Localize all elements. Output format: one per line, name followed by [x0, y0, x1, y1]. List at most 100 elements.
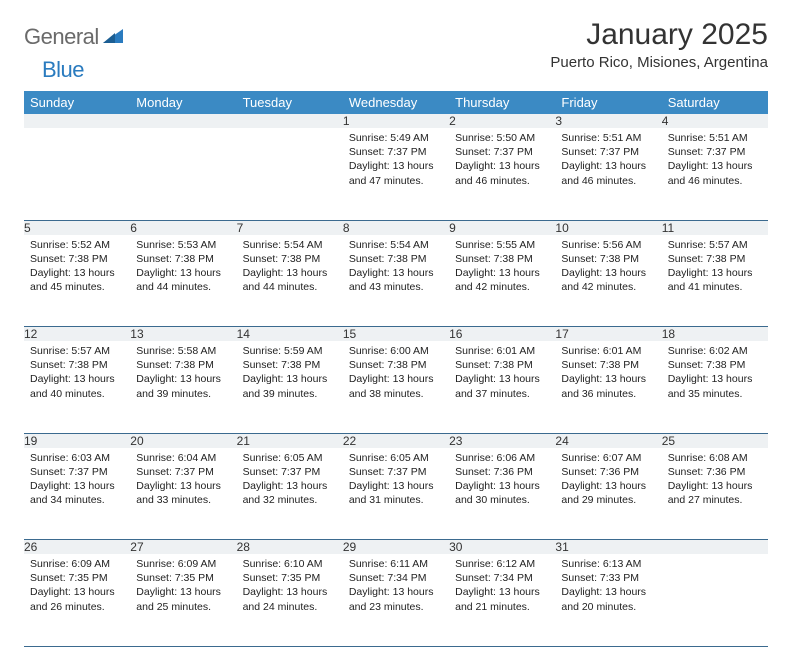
day-cell: Sunrise: 5:54 AMSunset: 7:38 PMDaylight:… — [237, 235, 343, 327]
day-info-line: Sunset: 7:38 PM — [668, 252, 762, 266]
day-info-line: Sunrise: 5:50 AM — [455, 131, 549, 145]
brand-logo: General — [24, 18, 109, 50]
calendar-header-row: Sunday Monday Tuesday Wednesday Thursday… — [24, 91, 768, 114]
day-info-line: Daylight: 13 hours and 29 minutes. — [561, 479, 655, 507]
day-info-line: Sunrise: 6:07 AM — [561, 451, 655, 465]
day-cell: Sunrise: 6:02 AMSunset: 7:38 PMDaylight:… — [662, 341, 768, 433]
day-content: Sunrise: 5:51 AMSunset: 7:37 PMDaylight:… — [555, 128, 661, 192]
day-info-line: Daylight: 13 hours and 23 minutes. — [349, 585, 443, 613]
day-info-line: Sunrise: 5:54 AM — [349, 238, 443, 252]
day-info-line: Daylight: 13 hours and 42 minutes. — [561, 266, 655, 294]
day-info-line: Daylight: 13 hours and 35 minutes. — [668, 372, 762, 400]
day-content: Sunrise: 5:59 AMSunset: 7:38 PMDaylight:… — [237, 341, 343, 405]
day-info-line: Sunrise: 6:06 AM — [455, 451, 549, 465]
day-info-line: Sunrise: 5:52 AM — [30, 238, 124, 252]
day-content: Sunrise: 6:09 AMSunset: 7:35 PMDaylight:… — [24, 554, 130, 618]
day-number-cell: 4 — [662, 114, 768, 128]
day-content: Sunrise: 6:00 AMSunset: 7:38 PMDaylight:… — [343, 341, 449, 405]
day-info-line: Sunset: 7:36 PM — [561, 465, 655, 479]
day-info-line: Sunrise: 5:59 AM — [243, 344, 337, 358]
day-info-line: Sunset: 7:38 PM — [455, 358, 549, 372]
day-info-line: Sunset: 7:38 PM — [136, 252, 230, 266]
day-info-line: Sunrise: 6:05 AM — [243, 451, 337, 465]
day-cell: Sunrise: 6:13 AMSunset: 7:33 PMDaylight:… — [555, 554, 661, 646]
day-info-line: Sunset: 7:35 PM — [243, 571, 337, 585]
day-info-line: Daylight: 13 hours and 25 minutes. — [136, 585, 230, 613]
location-text: Puerto Rico, Misiones, Argentina — [550, 54, 768, 71]
day-number-cell: 13 — [130, 327, 236, 342]
day-content-row: Sunrise: 6:09 AMSunset: 7:35 PMDaylight:… — [24, 554, 768, 646]
weekday-header: Monday — [130, 91, 236, 114]
day-cell: Sunrise: 6:05 AMSunset: 7:37 PMDaylight:… — [343, 448, 449, 540]
day-number-cell: 18 — [662, 327, 768, 342]
weekday-header: Friday — [555, 91, 661, 114]
day-content: Sunrise: 6:03 AMSunset: 7:37 PMDaylight:… — [24, 448, 130, 512]
day-content: Sunrise: 6:08 AMSunset: 7:36 PMDaylight:… — [662, 448, 768, 512]
brand-part2: Blue — [42, 57, 84, 83]
day-number-cell: 3 — [555, 114, 661, 128]
day-number-cell: 16 — [449, 327, 555, 342]
day-info-line: Sunrise: 6:01 AM — [455, 344, 549, 358]
day-info-line: Daylight: 13 hours and 46 minutes. — [668, 159, 762, 187]
day-info-line: Sunset: 7:38 PM — [455, 252, 549, 266]
day-number-cell: 26 — [24, 540, 130, 555]
day-content-row: Sunrise: 5:52 AMSunset: 7:38 PMDaylight:… — [24, 235, 768, 327]
calendar-page: General January 2025 Puerto Rico, Mision… — [0, 0, 792, 647]
day-info-line: Daylight: 13 hours and 31 minutes. — [349, 479, 443, 507]
day-cell: Sunrise: 5:51 AMSunset: 7:37 PMDaylight:… — [555, 128, 661, 220]
day-number-cell: 7 — [237, 220, 343, 235]
day-cell: Sunrise: 5:50 AMSunset: 7:37 PMDaylight:… — [449, 128, 555, 220]
weekday-header: Thursday — [449, 91, 555, 114]
day-number-row: 262728293031 — [24, 540, 768, 555]
day-number-cell: 28 — [237, 540, 343, 555]
calendar-table: Sunday Monday Tuesday Wednesday Thursday… — [24, 91, 768, 647]
day-cell: Sunrise: 5:52 AMSunset: 7:38 PMDaylight:… — [24, 235, 130, 327]
day-content-row: Sunrise: 5:57 AMSunset: 7:38 PMDaylight:… — [24, 341, 768, 433]
day-content: Sunrise: 6:12 AMSunset: 7:34 PMDaylight:… — [449, 554, 555, 618]
day-number-cell: 14 — [237, 327, 343, 342]
day-content: Sunrise: 6:01 AMSunset: 7:38 PMDaylight:… — [449, 341, 555, 405]
day-info-line: Daylight: 13 hours and 39 minutes. — [243, 372, 337, 400]
day-content: Sunrise: 5:49 AMSunset: 7:37 PMDaylight:… — [343, 128, 449, 192]
day-info-line: Sunset: 7:35 PM — [136, 571, 230, 585]
day-content: Sunrise: 6:10 AMSunset: 7:35 PMDaylight:… — [237, 554, 343, 618]
day-content: Sunrise: 5:58 AMSunset: 7:38 PMDaylight:… — [130, 341, 236, 405]
day-cell: Sunrise: 5:53 AMSunset: 7:38 PMDaylight:… — [130, 235, 236, 327]
day-cell: Sunrise: 6:06 AMSunset: 7:36 PMDaylight:… — [449, 448, 555, 540]
weekday-header: Saturday — [662, 91, 768, 114]
weekday-header: Tuesday — [237, 91, 343, 114]
day-content: Sunrise: 5:56 AMSunset: 7:38 PMDaylight:… — [555, 235, 661, 299]
day-info-line: Sunset: 7:33 PM — [561, 571, 655, 585]
day-content-row: Sunrise: 6:03 AMSunset: 7:37 PMDaylight:… — [24, 448, 768, 540]
day-info-line: Daylight: 13 hours and 30 minutes. — [455, 479, 549, 507]
day-number-row: 12131415161718 — [24, 327, 768, 342]
day-info-line: Sunset: 7:37 PM — [30, 465, 124, 479]
day-info-line: Sunset: 7:34 PM — [349, 571, 443, 585]
day-cell: Sunrise: 6:12 AMSunset: 7:34 PMDaylight:… — [449, 554, 555, 646]
day-content: Sunrise: 6:11 AMSunset: 7:34 PMDaylight:… — [343, 554, 449, 618]
day-number-cell: 31 — [555, 540, 661, 555]
day-info-line: Sunrise: 5:51 AM — [561, 131, 655, 145]
day-number-cell: 10 — [555, 220, 661, 235]
month-title: January 2025 — [550, 18, 768, 52]
day-info-line: Sunrise: 6:13 AM — [561, 557, 655, 571]
day-info-line: Sunrise: 5:53 AM — [136, 238, 230, 252]
day-content: Sunrise: 6:06 AMSunset: 7:36 PMDaylight:… — [449, 448, 555, 512]
day-number-cell — [237, 114, 343, 128]
day-info-line: Sunset: 7:37 PM — [136, 465, 230, 479]
day-cell: Sunrise: 5:55 AMSunset: 7:38 PMDaylight:… — [449, 235, 555, 327]
day-number-cell: 19 — [24, 433, 130, 448]
day-number-cell: 15 — [343, 327, 449, 342]
day-info-line: Sunrise: 6:12 AM — [455, 557, 549, 571]
day-info-line: Sunrise: 6:11 AM — [349, 557, 443, 571]
day-number-cell: 2 — [449, 114, 555, 128]
day-info-line: Sunset: 7:37 PM — [349, 465, 443, 479]
weekday-header: Sunday — [24, 91, 130, 114]
day-info-line: Sunrise: 5:57 AM — [668, 238, 762, 252]
day-info-line: Sunset: 7:38 PM — [30, 252, 124, 266]
day-content: Sunrise: 5:54 AMSunset: 7:38 PMDaylight:… — [237, 235, 343, 299]
day-info-line: Sunset: 7:37 PM — [349, 145, 443, 159]
day-number-cell: 20 — [130, 433, 236, 448]
day-number-cell — [662, 540, 768, 555]
day-info-line: Sunset: 7:38 PM — [668, 358, 762, 372]
